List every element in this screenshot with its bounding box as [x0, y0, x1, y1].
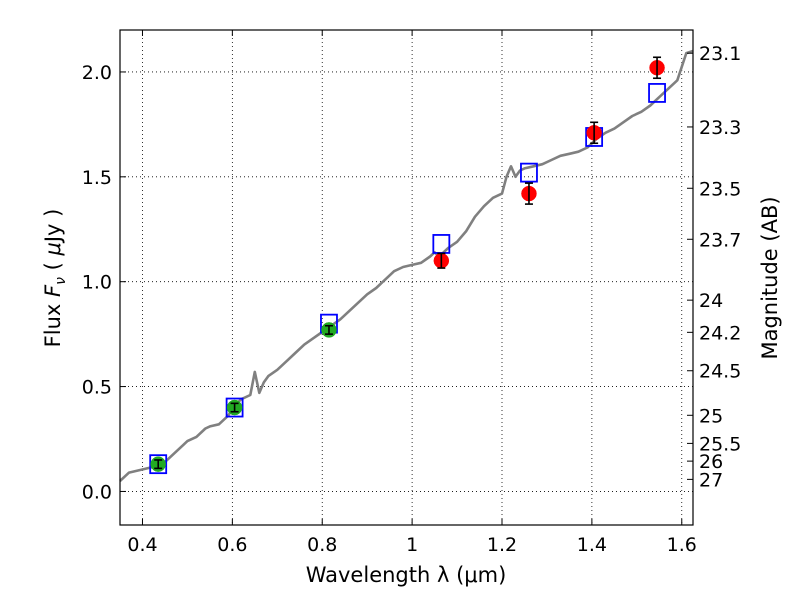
magnitude-tick-label: 23.3 — [699, 117, 741, 139]
magnitude-tick-label: 23.7 — [699, 229, 741, 251]
x-tick-label: 0.8 — [307, 534, 337, 556]
y-tick-label: 1.5 — [82, 167, 112, 189]
magnitude-tick-label: 24.2 — [699, 322, 741, 344]
model-photometry-square — [648, 83, 666, 103]
x-tick-label: 1 — [406, 534, 418, 556]
model-photometry-square — [225, 397, 244, 418]
x-tick-label: 1.6 — [667, 534, 697, 556]
x-axis-label: Wavelength λ (μm) — [306, 563, 507, 587]
observed-points-layer — [150, 56, 665, 472]
magnitude-tick-label: 25 — [699, 405, 723, 427]
model-spectrum-layer — [119, 49, 694, 482]
magnitude-tick-label: 25.5 — [699, 433, 741, 455]
magnitude-tick-label: 24 — [699, 290, 723, 312]
magnitude-tick-label: 23.1 — [699, 43, 741, 65]
x-tick-label: 0.4 — [127, 534, 157, 556]
y-tick-label: 0.0 — [82, 481, 112, 503]
ticks-layer: 0.4 0.6 0.8 1 1.2 1.4 1.6 0.0 0.5 1.0 1.5 2.0 23.1 23… — [82, 30, 741, 556]
magnitude-tick-label: 26 — [699, 451, 723, 473]
model-spectrum-line — [119, 49, 694, 482]
grid-lines — [120, 30, 693, 525]
x-tick-label: 1.4 — [577, 534, 607, 556]
x-tick-label: 0.6 — [217, 534, 247, 556]
x-tick-label: 1.2 — [487, 534, 517, 556]
model-photometry-layer — [149, 83, 666, 475]
y-axis-label-left: Flux Fν ( μJy ) — [41, 209, 69, 348]
magnitude-tick-label: 23.5 — [699, 178, 741, 200]
magnitude-tick-label: 27 — [699, 469, 723, 491]
y-tick-label: 0.5 — [82, 377, 112, 399]
magnitude-tick-label: 24.5 — [699, 361, 741, 383]
y-axis-label-right: Magnitude (AB) — [758, 196, 782, 359]
model-photometry-square — [149, 454, 168, 475]
plot-frame — [119, 29, 694, 526]
y-tick-label: 1.0 — [82, 272, 112, 294]
model-photometry-square — [520, 162, 538, 183]
y-tick-label: 2.0 — [82, 62, 112, 84]
